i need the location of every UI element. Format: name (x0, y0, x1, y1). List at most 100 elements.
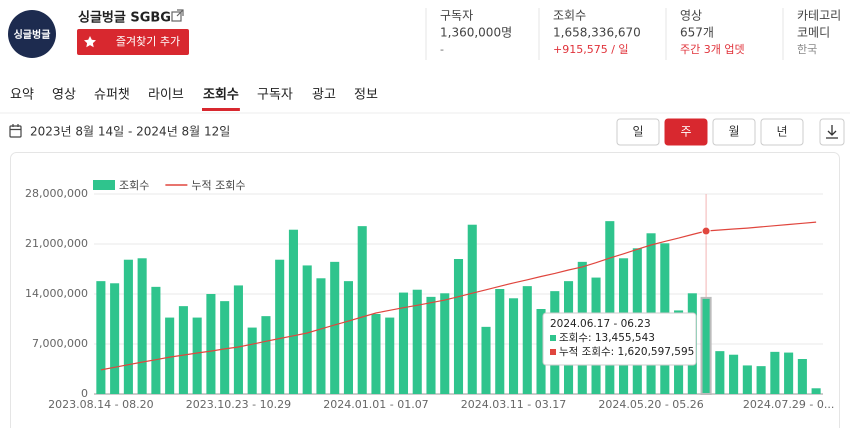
period-button[interactable] (760, 118, 804, 146)
stat-sub: 한국 (797, 43, 817, 56)
x-tick-label: 2023.10.23 - 10.29 (186, 398, 291, 411)
tab[interactable]: 광고 (312, 88, 336, 103)
bar (398, 292, 409, 394)
period-label: 월 (728, 125, 739, 139)
period-label: 주 (680, 125, 691, 139)
x-tick-label: 2024.07.29 - 0... (743, 398, 834, 411)
stat-label: 카테고리 (797, 9, 841, 23)
bar (220, 301, 230, 394)
bar (605, 221, 615, 394)
tab[interactable]: 슈퍼챗 (94, 88, 130, 103)
bar (426, 296, 436, 394)
stat-label: 조회수 (553, 9, 586, 23)
tab[interactable]: 영상 (52, 88, 76, 103)
bar (357, 226, 367, 394)
bar (206, 294, 216, 394)
y-tick-label: 28,000,000 (25, 187, 88, 200)
x-tick-label: 2023.08.14 - 08.20 (48, 398, 153, 411)
stat-sub: 주간 3개 업뎃 (680, 43, 745, 56)
bar (110, 283, 120, 394)
bar (481, 326, 491, 394)
bar (700, 296, 712, 395)
x-tick-label: 2024.01.01 - 01.07 (323, 398, 428, 411)
bar (440, 293, 450, 394)
legend-swatch (93, 180, 115, 190)
bar (522, 286, 532, 394)
bar (288, 229, 298, 394)
bar (330, 261, 340, 394)
download-icon (826, 125, 838, 139)
stat-label: 영상 (680, 9, 702, 23)
bar (784, 352, 794, 394)
bar (729, 354, 739, 394)
hover-point (701, 226, 711, 236)
active-tab-underline (202, 108, 240, 111)
period-button[interactable] (664, 118, 708, 146)
bar (137, 258, 147, 394)
favorite-button-label: 즐겨찾기 추가 (116, 35, 180, 48)
y-tick-label: 7,000,000 (32, 337, 88, 350)
x-tick-label: 2024.05.20 - 05.26 (598, 398, 703, 411)
period-button[interactable] (616, 118, 660, 146)
stat-sub: - (440, 43, 444, 56)
x-tick-label: 2024.03.11 - 03.17 (461, 398, 566, 411)
tab[interactable]: 조회수 (203, 87, 239, 103)
favorite-button[interactable] (77, 29, 189, 55)
stat-value: 1,360,000명 (440, 26, 512, 40)
bar (247, 327, 257, 394)
tooltip (542, 312, 697, 366)
bar (715, 351, 725, 394)
bar (165, 317, 175, 394)
channel-name[interactable]: 싱글벙글 SGBG (78, 10, 171, 26)
bar (261, 316, 271, 394)
bar (96, 281, 106, 394)
legend-label: 누적 조회수 (191, 179, 245, 192)
bar (756, 366, 766, 394)
y-tick-label: 21,000,000 (25, 237, 88, 250)
bar (495, 289, 505, 394)
bar (275, 259, 285, 394)
bar (233, 285, 243, 394)
tab[interactable]: 라이브 (148, 88, 184, 103)
bar (151, 286, 161, 394)
period-label: 년 (776, 125, 787, 139)
bar (770, 351, 780, 394)
bar (178, 306, 188, 394)
tab[interactable]: 요약 (10, 88, 34, 103)
bar (467, 224, 477, 394)
external-link-icon[interactable] (171, 9, 184, 22)
tooltip-swatch (550, 335, 556, 341)
stat-sub: +915,575 / 일 (553, 42, 629, 56)
calendar-icon (9, 124, 22, 138)
stat-value: 657개 (680, 26, 714, 40)
legend-label: 조회수 (119, 179, 149, 192)
bar (742, 365, 752, 394)
stat-value: 1,658,336,670 (553, 26, 641, 40)
bar (797, 359, 807, 394)
bar (536, 309, 546, 394)
bar (192, 317, 202, 394)
tooltip-line: 누적 조회수: 1,620,597,595 (559, 346, 694, 358)
avatar[interactable] (8, 10, 56, 58)
bar (385, 317, 395, 394)
date-range[interactable]: 2023년 8월 14일 - 2024년 8월 12일 (30, 125, 230, 139)
bar (508, 298, 519, 394)
tab[interactable]: 구독자 (257, 88, 293, 103)
avatar-text: 싱글벙글 (14, 28, 51, 41)
stat-label: 구독자 (440, 9, 473, 23)
bar (453, 259, 464, 394)
bar (123, 259, 133, 394)
bar (343, 281, 354, 394)
bar (412, 289, 422, 394)
line (100, 221, 817, 371)
tooltip-title: 2024.06.17 - 06.23 (550, 318, 651, 330)
tooltip-swatch (550, 349, 556, 355)
y-tick-label: 14,000,000 (25, 287, 88, 300)
bar (371, 314, 381, 394)
tab[interactable]: 정보 (354, 88, 378, 103)
star-icon (84, 36, 96, 48)
bar (302, 265, 312, 394)
period-button[interactable] (712, 118, 756, 146)
